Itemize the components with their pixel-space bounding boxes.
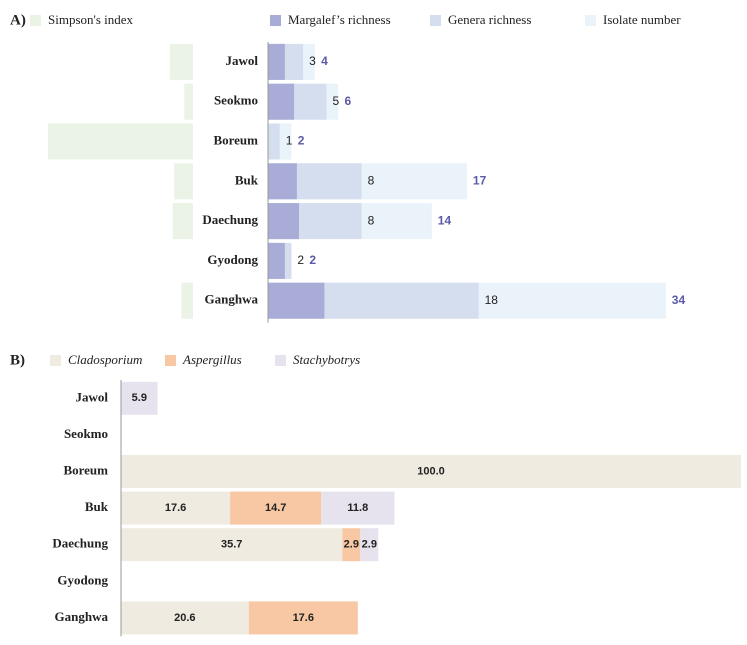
category-label: Seokmo	[64, 426, 108, 441]
data-label: 18	[485, 293, 499, 307]
category-label: Daechung	[202, 212, 258, 227]
legend-label: Aspergillus	[182, 352, 242, 367]
bar-segment	[321, 491, 395, 525]
legend-swatch	[270, 15, 281, 26]
legend-label: Simpson's index	[48, 12, 134, 27]
data-label: 2	[297, 253, 304, 267]
legend-swatch	[585, 15, 596, 26]
category-label: Seokmo	[214, 93, 258, 108]
bar	[268, 83, 295, 120]
bar-segment	[342, 528, 361, 562]
bar	[268, 43, 285, 80]
data-label: 100.0	[417, 465, 445, 477]
bar	[184, 83, 193, 120]
bar	[268, 163, 297, 200]
legend-label: Isolate number	[603, 12, 681, 27]
data-label: 35.7	[221, 539, 242, 551]
data-label: 4	[321, 54, 328, 68]
bar	[48, 123, 193, 160]
data-label: 2.9	[362, 539, 377, 551]
data-label: 14	[438, 213, 452, 227]
bar	[268, 282, 325, 319]
data-label: 8	[368, 173, 375, 187]
category-label: Ganghwa	[205, 292, 259, 307]
category-label: Boreum	[63, 462, 108, 477]
data-label: 2	[309, 253, 316, 267]
data-label: 8	[368, 213, 375, 227]
category-label: Daechung	[52, 536, 108, 551]
legend-label: Genera richness	[448, 12, 531, 27]
data-label: 2.9	[344, 539, 359, 551]
data-label: 34	[672, 293, 686, 307]
panel-label: A)	[10, 12, 26, 28]
bar	[174, 163, 193, 200]
legend-swatch	[50, 355, 61, 366]
legend-label: Margalef’s richness	[288, 12, 391, 27]
data-label: 6	[345, 94, 352, 108]
category-label: Jawol	[76, 389, 109, 404]
data-label: 3	[309, 54, 316, 68]
bar-segment	[230, 491, 322, 525]
data-label: 20.6	[174, 612, 195, 624]
bar-segment	[248, 601, 358, 635]
bar-segment	[121, 601, 249, 635]
category-label: Buk	[235, 172, 259, 187]
data-label: 2	[298, 134, 305, 148]
legend-swatch	[30, 15, 41, 26]
bar-segment	[360, 528, 379, 562]
bar	[268, 242, 285, 279]
bar	[268, 123, 280, 160]
bar-segment	[121, 455, 741, 488]
category-label: Ganghwa	[55, 609, 109, 624]
legend-swatch	[165, 355, 176, 366]
data-label: 1	[286, 134, 293, 148]
bar-segment	[121, 528, 343, 562]
data-label: 11.8	[347, 502, 368, 514]
legend-label: Cladosporium	[68, 352, 142, 367]
data-label: 5.9	[132, 392, 147, 404]
legend-label: Stachybotrys	[293, 352, 360, 367]
legend-swatch	[275, 355, 286, 366]
bar	[181, 282, 193, 319]
panel-label: B)	[10, 352, 25, 368]
bar-segment	[121, 491, 231, 525]
category-label: Gyodong	[207, 252, 258, 267]
category-label: Boreum	[213, 132, 258, 147]
data-label: 5	[333, 94, 340, 108]
bar	[268, 203, 300, 240]
data-label: 17	[473, 173, 487, 187]
category-label: Buk	[85, 499, 109, 514]
category-label: Jawol	[226, 53, 259, 68]
bar	[172, 203, 193, 240]
legend-swatch	[430, 15, 441, 26]
bar-segment	[121, 381, 158, 415]
category-label: Gyodong	[57, 572, 108, 587]
bar	[169, 43, 193, 80]
data-label: 17.6	[165, 502, 186, 514]
data-label: 14.7	[265, 502, 286, 514]
data-label: 17.6	[293, 612, 314, 624]
